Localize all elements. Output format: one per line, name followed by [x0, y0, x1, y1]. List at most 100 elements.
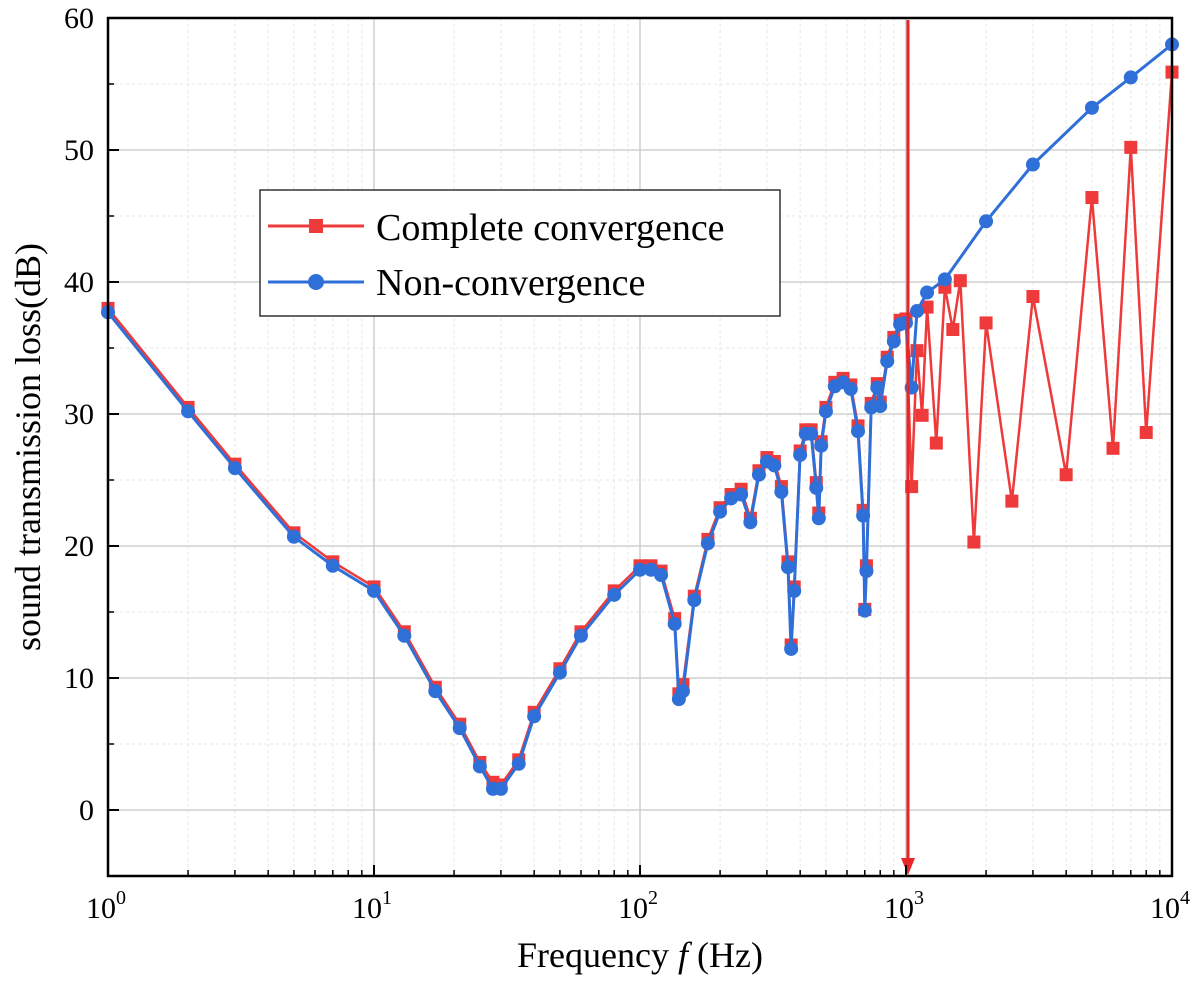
- legend-label-complete-convergence: Complete convergence: [376, 207, 725, 249]
- y-tick-label: 40: [64, 266, 94, 299]
- data-point-circle: [687, 593, 702, 608]
- data-point-circle: [397, 628, 412, 643]
- x-tick-exponent: 2: [648, 887, 658, 909]
- data-point-square: [979, 316, 993, 330]
- y-tick-label: 10: [64, 662, 94, 695]
- x-tick-exponent: 4: [1180, 887, 1190, 909]
- x-tick-base: 10: [884, 892, 914, 925]
- data-point-square: [1139, 425, 1153, 439]
- data-point-circle: [910, 304, 925, 319]
- legend-box: [259, 189, 781, 317]
- data-point-circle: [809, 480, 824, 495]
- data-point-circle: [181, 404, 196, 419]
- data-point-circle: [811, 511, 826, 526]
- data-point-square: [946, 323, 960, 337]
- data-point-circle: [937, 272, 952, 287]
- data-point-square: [1026, 290, 1040, 304]
- data-point-circle: [751, 467, 766, 482]
- data-point-circle: [856, 508, 871, 523]
- data-point-circle: [607, 587, 622, 602]
- annotation-arrow-head: [901, 858, 915, 875]
- legend: Complete convergence Non-convergence: [259, 189, 781, 317]
- data-point-circle: [633, 562, 647, 577]
- data-point-circle: [814, 438, 829, 453]
- data-point-circle: [452, 721, 467, 736]
- data-point-circle: [552, 665, 567, 680]
- data-point-circle: [325, 558, 340, 573]
- data-point-circle: [286, 529, 301, 544]
- data-point-circle: [857, 603, 872, 618]
- data-point-circle: [713, 504, 728, 519]
- x-tick-exponent: 1: [382, 887, 392, 909]
- data-point-circle: [787, 583, 802, 598]
- data-point-circle: [1123, 70, 1138, 85]
- data-point-square: [1085, 191, 1099, 205]
- x-tick-label: 101: [352, 887, 392, 925]
- legend-label-non-convergence: Non-convergence: [376, 262, 645, 304]
- legend-marker-circle: [308, 274, 324, 290]
- annotation-layer: [901, 20, 915, 875]
- x-tick-label: 103: [884, 887, 924, 925]
- data-point-circle: [979, 214, 994, 229]
- data-point-circle: [654, 568, 669, 583]
- x-tick-base: 10: [86, 892, 116, 925]
- data-point-circle: [920, 285, 935, 300]
- x-tick-exponent: 3: [914, 887, 924, 909]
- y-tick-label: 60: [64, 2, 94, 35]
- series-layer: [101, 37, 1179, 796]
- data-point-square: [1059, 468, 1073, 482]
- x-axis-title: Frequency f (Hz): [517, 935, 763, 975]
- x-axis-title-prefix: Frequency: [517, 935, 678, 975]
- data-point-circle: [527, 709, 542, 724]
- tick-marks: [107, 17, 1173, 877]
- data-point-circle: [780, 560, 795, 575]
- data-point-circle: [667, 616, 682, 631]
- data-point-circle: [899, 315, 913, 330]
- legend-entry-complete-convergence: Complete convergence: [268, 207, 725, 249]
- y-axis-title: sound transmission loss(dB): [8, 243, 48, 651]
- data-point-circle: [743, 515, 758, 530]
- data-point-square: [1106, 441, 1120, 455]
- legend-entry-non-convergence: Non-convergence: [268, 262, 645, 304]
- data-point-circle: [784, 641, 799, 656]
- data-point-circle: [1084, 100, 1099, 115]
- data-point-square: [953, 274, 967, 288]
- y-tick-label: 0: [79, 794, 94, 827]
- data-point-square: [915, 408, 929, 422]
- y-tick-label: 30: [64, 398, 94, 431]
- x-tick-label: 102: [618, 887, 658, 925]
- x-tick-base: 10: [352, 892, 382, 925]
- data-point-circle: [472, 759, 487, 774]
- data-point-circle: [793, 447, 808, 462]
- data-point-circle: [850, 424, 865, 439]
- y-tick-label: 50: [64, 134, 94, 167]
- data-point-circle: [227, 461, 242, 476]
- x-tick-label: 104: [1150, 887, 1190, 925]
- data-point-square: [1124, 140, 1138, 154]
- x-tick-base: 10: [1150, 892, 1180, 925]
- data-point-circle: [700, 536, 715, 551]
- x-tick-base: 10: [618, 892, 648, 925]
- data-point-circle: [734, 487, 749, 502]
- data-point-circle: [873, 399, 888, 414]
- data-point-circle: [1025, 157, 1040, 172]
- data-point-circle: [870, 380, 885, 395]
- data-point-circle: [367, 583, 381, 598]
- x-tick-label: 100: [86, 887, 126, 925]
- data-point-circle: [804, 426, 819, 441]
- data-point-circle: [843, 381, 858, 396]
- data-point-square: [1005, 494, 1019, 508]
- data-point-circle: [493, 781, 508, 796]
- data-point-circle: [428, 684, 443, 699]
- data-point-circle: [675, 684, 690, 699]
- grid: [107, 17, 1173, 877]
- data-point-square: [967, 535, 981, 549]
- data-point-circle: [859, 564, 874, 579]
- data-point-square: [929, 436, 943, 450]
- legend-marker-square: [309, 219, 323, 233]
- data-point-circle: [774, 484, 789, 499]
- data-point-circle: [880, 354, 895, 369]
- y-tick-label: 20: [64, 530, 94, 563]
